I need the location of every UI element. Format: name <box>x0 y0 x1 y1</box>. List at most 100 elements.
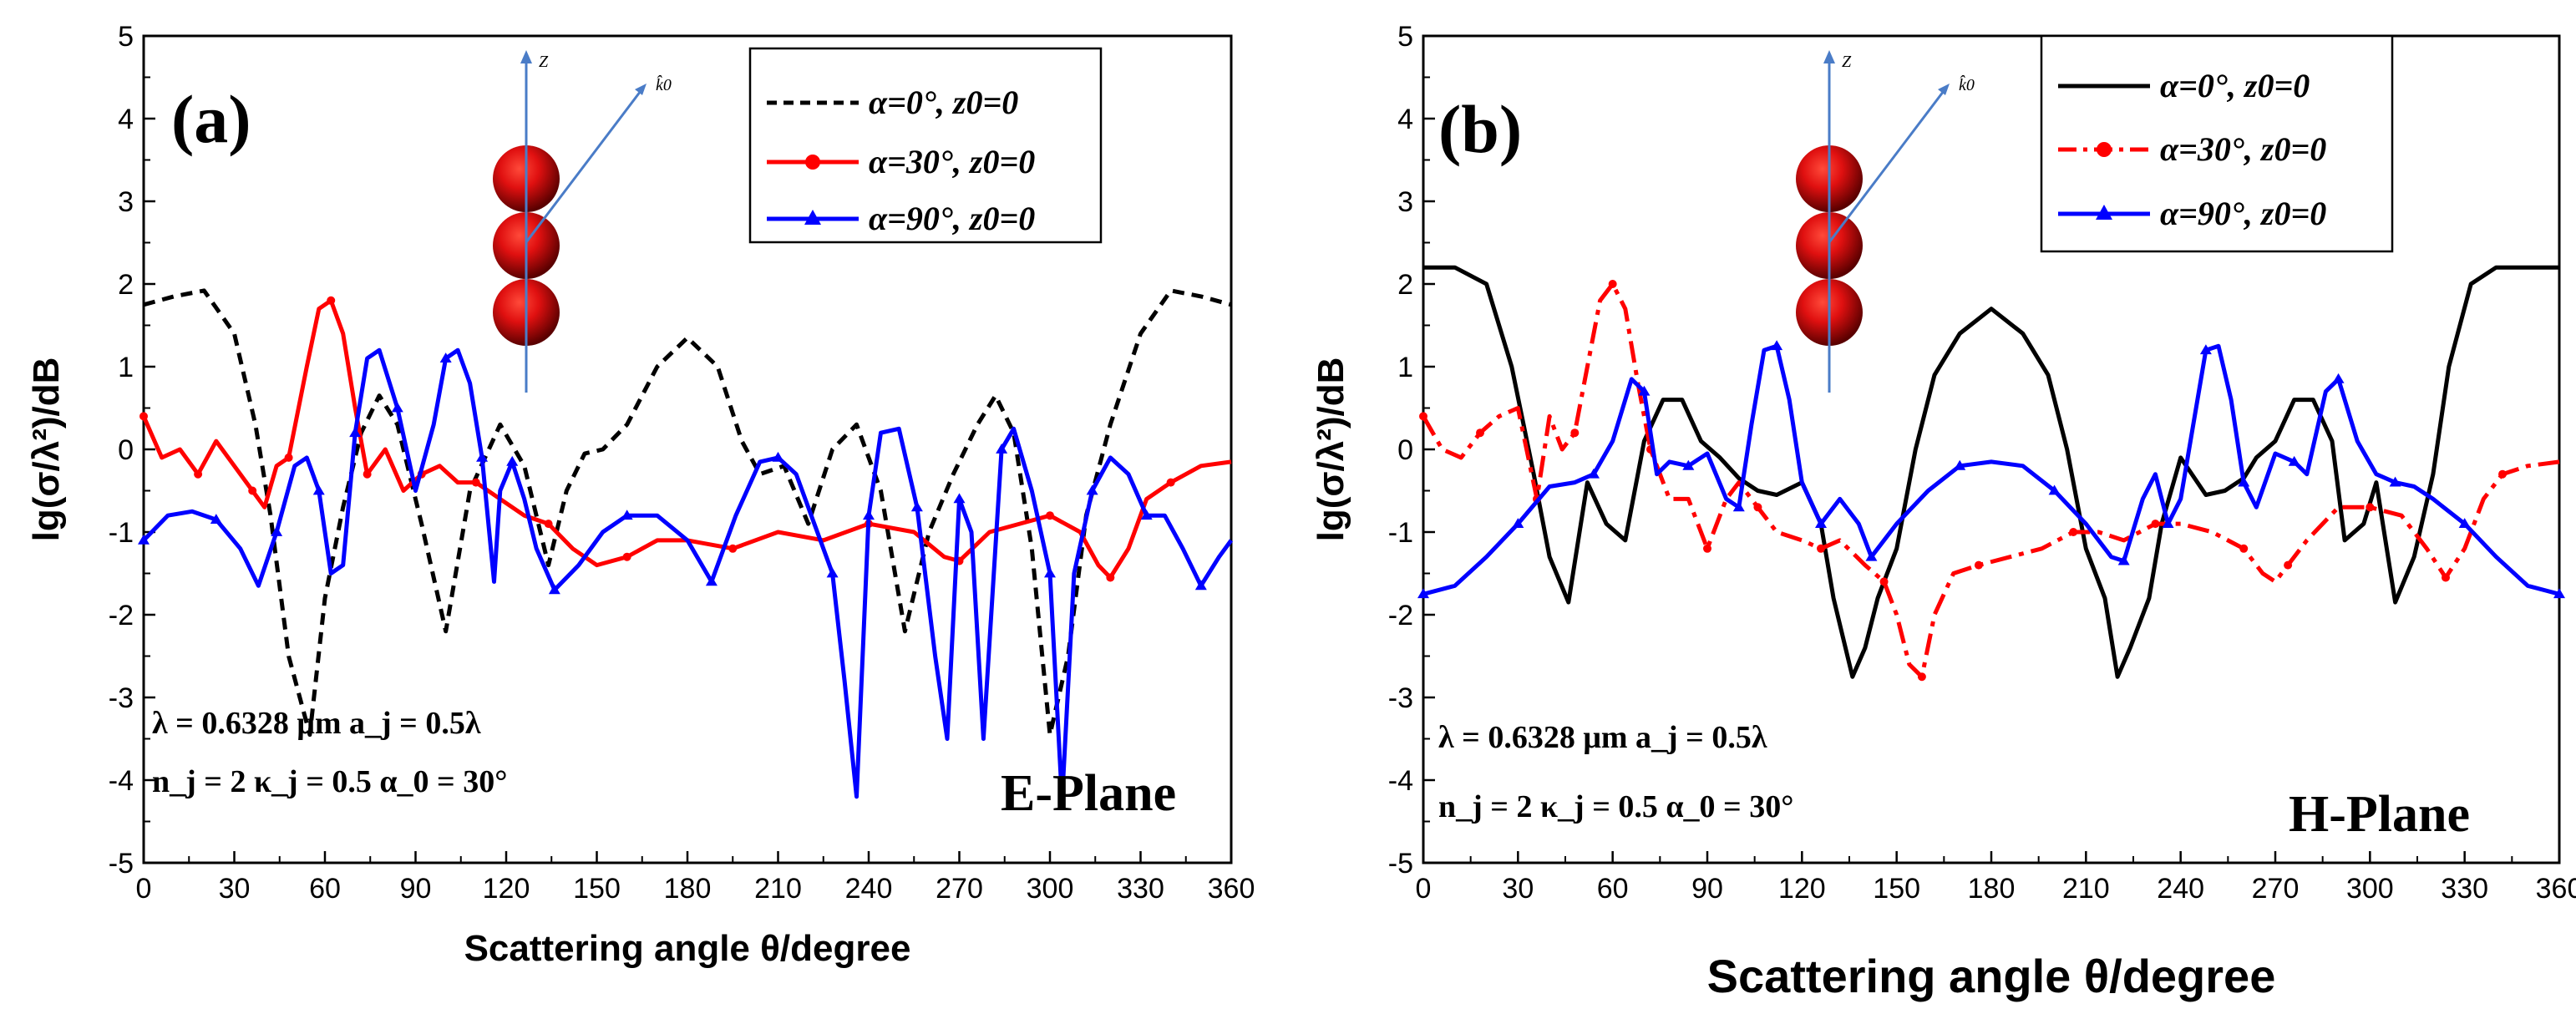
data-point-b-2 <box>2117 555 2130 565</box>
x-tick-label: 360 <box>1208 873 1255 905</box>
data-point-a-2 <box>312 484 325 495</box>
data-point-a-1 <box>622 552 631 561</box>
y-tick-label: -2 <box>109 600 134 631</box>
data-point-a-2 <box>910 501 923 512</box>
data-point-b-1 <box>1753 503 1762 512</box>
inset-z-label-b: Z <box>1842 53 1852 71</box>
param-line-a-1: λ = 0.6328 μm a_j = 0.5λ <box>152 706 481 741</box>
data-point-a-1 <box>284 453 293 462</box>
data-point-a-1 <box>728 544 738 553</box>
data-point-a-2 <box>1194 580 1207 591</box>
series-line-a-1 <box>141 298 1232 580</box>
data-point-a-2 <box>506 455 519 466</box>
data-point-a-2 <box>1086 484 1098 495</box>
data-point-b-1 <box>2366 503 2375 512</box>
x-tick-label: 90 <box>400 873 432 905</box>
x-tick-label: 270 <box>936 873 983 905</box>
data-point-b-1 <box>1570 428 1580 438</box>
y-tick-label: 0 <box>118 434 134 466</box>
data-point-a-2 <box>705 575 718 586</box>
data-point-a-2 <box>476 451 489 462</box>
data-point-b-1 <box>1703 544 1711 553</box>
x-tick-label: 210 <box>754 873 802 905</box>
sphere-chain-inset-a: Z k̂0 <box>493 50 672 393</box>
legend-entry-b-2: α=90°, z0=0 <box>2160 195 2326 232</box>
data-point-a-2 <box>548 584 560 595</box>
param-line-a-2: n_j = 2 κ_j = 0.5 α_0 = 30° <box>152 764 507 799</box>
data-point-b-1 <box>1608 280 1617 288</box>
data-point-a-2 <box>1140 510 1153 520</box>
y-tick-label: -1 <box>1388 517 1413 549</box>
legend-entry-b-1: α=30°, z0=0 <box>2160 130 2326 168</box>
data-point-b-2 <box>2199 344 2212 355</box>
data-point-b-2 <box>1417 588 1429 599</box>
y-tick-label: 0 <box>1397 434 1413 466</box>
x-axis-label-a: Scattering angle θ/degree <box>464 928 911 969</box>
x-tick-label: 180 <box>664 873 712 905</box>
data-point-a-1 <box>1166 478 1175 487</box>
data-point-a-1 <box>327 296 336 305</box>
data-point-b-2 <box>1682 459 1695 470</box>
data-point-a-1 <box>248 486 257 495</box>
y-tick-label: -3 <box>109 682 134 714</box>
data-point-b-1 <box>1419 412 1427 421</box>
data-point-a-2 <box>1044 567 1056 578</box>
y-tick-label: -3 <box>1388 682 1413 714</box>
y-tick-label: 1 <box>1397 352 1413 383</box>
y-tick-label: 1 <box>118 352 134 383</box>
y-tick-label: -4 <box>109 765 134 797</box>
data-point-b-2 <box>2553 588 2565 599</box>
x-tick-label: 60 <box>309 873 341 905</box>
series-line-a-0 <box>143 288 1232 738</box>
y-tick-label: 5 <box>118 21 134 53</box>
x-axis-label-b: Scattering angle θ/degree <box>1707 950 2276 1002</box>
x-tick-label: 180 <box>1968 873 2016 905</box>
data-point-b-1 <box>2442 573 2450 582</box>
x-tick-label: 330 <box>1117 873 1164 905</box>
panel-label-b: (b) <box>1438 91 1522 167</box>
y-tick-label: -4 <box>1388 765 1413 797</box>
series-line-a-2 <box>142 347 1234 804</box>
legend-entry-b-0: α=0°, z0=0 <box>2160 67 2310 104</box>
x-tick-label: 330 <box>2441 873 2488 905</box>
legend-entry-a-0: α=0°, z0=0 <box>869 84 1018 121</box>
y-tick-label: 4 <box>118 104 134 135</box>
x-tick-label: 0 <box>136 873 152 905</box>
y-tick-label: 2 <box>118 269 134 301</box>
y-tick-label: -2 <box>1388 600 1413 631</box>
data-point-a-2 <box>210 514 222 525</box>
legend-entry-a-2: α=90°, z0=0 <box>869 200 1035 237</box>
data-point-b-1 <box>1917 672 1926 682</box>
data-point-a-2 <box>621 510 633 520</box>
data-point-a-1 <box>471 478 480 487</box>
data-point-b-2 <box>1588 468 1600 479</box>
inset-k-label-a: k̂0 <box>656 74 672 94</box>
data-point-b-2 <box>2288 455 2300 466</box>
panel-label-a: (a) <box>171 81 251 157</box>
data-point-a-2 <box>772 451 784 462</box>
data-point-a-2 <box>996 444 1008 454</box>
y-tick-label: -5 <box>1388 848 1413 880</box>
axis-ticks-b: 0 30 60 90 120 150 180 210 240 270 300 330 360-5-4-3… <box>1388 21 2576 905</box>
y-tick-label: -1 <box>109 517 134 549</box>
y-tick-label: 3 <box>1397 186 1413 218</box>
x-tick-label: 30 <box>1502 873 1534 905</box>
x-tick-label: 0 <box>1416 873 1432 905</box>
x-tick-label: 240 <box>845 873 893 905</box>
series-line-b-0 <box>1423 265 2559 679</box>
y-axis-label-b: lg(σ/λ²)/dB <box>1311 357 1351 542</box>
data-point-a-1 <box>1046 511 1054 520</box>
legend-a: α=0°, z0=0 α=30°, z0=0 α=90°, z0=0 <box>748 47 1103 244</box>
data-point-b-2 <box>1512 518 1524 528</box>
y-tick-label: -5 <box>109 848 134 880</box>
data-point-b-2 <box>2458 518 2471 528</box>
chart-panel-b: 0 30 60 90 120 150 180 210 240 270 300 330 360-5-4-3… <box>1311 21 2576 1002</box>
plane-label-a: E-Plane <box>1001 765 1176 822</box>
data-point-b-1 <box>1974 560 1983 570</box>
x-tick-label: 300 <box>1027 873 1074 905</box>
x-tick-label: 60 <box>1597 873 1629 905</box>
data-point-a-2 <box>439 352 452 363</box>
x-tick-label: 300 <box>2346 873 2394 905</box>
x-tick-label: 240 <box>2157 873 2204 905</box>
